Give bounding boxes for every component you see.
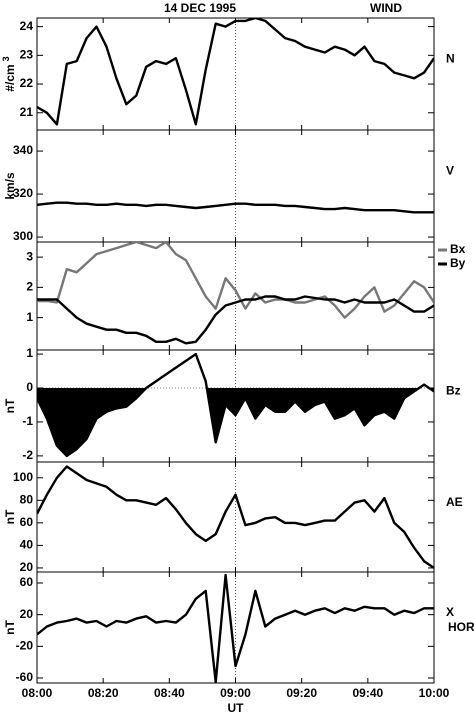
y-tick-label: 320 xyxy=(13,186,33,200)
y-axis-label: #/cm 3 xyxy=(1,56,17,91)
y-axis-label-text: nT xyxy=(3,398,17,413)
x-tick-label: 10:00 xyxy=(419,686,450,700)
y-tick-label: 23 xyxy=(20,48,34,62)
y-tick-label: 21 xyxy=(20,105,34,119)
x-tick-label: 08:20 xyxy=(88,686,119,700)
annotation: WIND xyxy=(370,1,402,15)
y-axis-label: nT xyxy=(3,620,17,635)
x-tick-label: 08:40 xyxy=(154,686,185,700)
y-tick-label: 60 xyxy=(20,575,34,589)
y-tick-label: -1 xyxy=(22,414,33,428)
panel-label: V xyxy=(446,164,454,178)
y-axis-label-text: nT xyxy=(3,509,17,524)
panel-label: HOR xyxy=(448,620,474,634)
line xyxy=(37,573,434,683)
y-tick-label: 0 xyxy=(26,380,33,394)
y-tick-label: -20 xyxy=(16,639,34,653)
y-tick-label: -2 xyxy=(22,448,33,462)
line xyxy=(37,295,434,345)
y-tick-label: 22 xyxy=(20,76,34,90)
x-tick-label: 08:00 xyxy=(22,686,53,700)
y-tick-label: 1 xyxy=(26,346,33,360)
line xyxy=(37,18,434,126)
line xyxy=(37,242,434,319)
y-axis-label-superscript: 3 xyxy=(1,56,11,61)
y-tick-label: 80 xyxy=(20,492,34,506)
y-tick-label: 60 xyxy=(20,515,34,529)
y-tick-label: 100 xyxy=(13,470,33,484)
panel-label: X xyxy=(446,605,454,619)
y-tick-label: 20 xyxy=(20,560,34,574)
y-tick-label: 340 xyxy=(13,143,33,157)
line xyxy=(37,352,434,458)
y-axis-label: nT xyxy=(3,509,17,524)
y-tick-label: 3 xyxy=(26,249,33,263)
panel-frame xyxy=(36,17,435,131)
panel-frame xyxy=(36,129,435,243)
y-axis-label-text: nT xyxy=(3,620,17,635)
y-tick-label: -60 xyxy=(16,670,34,684)
y-axis-label: km/s xyxy=(3,172,17,200)
panel-label: AE xyxy=(446,495,463,509)
x-tick-label: 09:00 xyxy=(220,686,251,700)
legend-label: By xyxy=(450,256,466,270)
x-tick-label: 09:40 xyxy=(352,686,383,700)
x-axis-label: UT xyxy=(228,701,245,715)
y-tick-label: 300 xyxy=(13,229,33,243)
y-tick-label: 24 xyxy=(20,19,34,33)
panel-label: N xyxy=(446,52,455,66)
y-axis-label: nT xyxy=(3,398,17,413)
y-axis-label-text: km/s xyxy=(3,172,17,200)
panel-label: Bz xyxy=(446,384,461,398)
line xyxy=(37,465,434,569)
y-tick-label: 40 xyxy=(20,538,34,552)
y-tick-label: 2 xyxy=(26,280,33,294)
area xyxy=(37,388,434,456)
y-axis-label-text: #/cm xyxy=(3,64,17,91)
legend-label: Bx xyxy=(450,242,466,256)
y-tick-label: 1 xyxy=(26,310,33,324)
line xyxy=(37,201,434,214)
y-tick-label: 20 xyxy=(20,607,34,621)
x-tick-label: 09:20 xyxy=(286,686,317,700)
chart-title: 14 DEC 1995 xyxy=(164,1,236,15)
